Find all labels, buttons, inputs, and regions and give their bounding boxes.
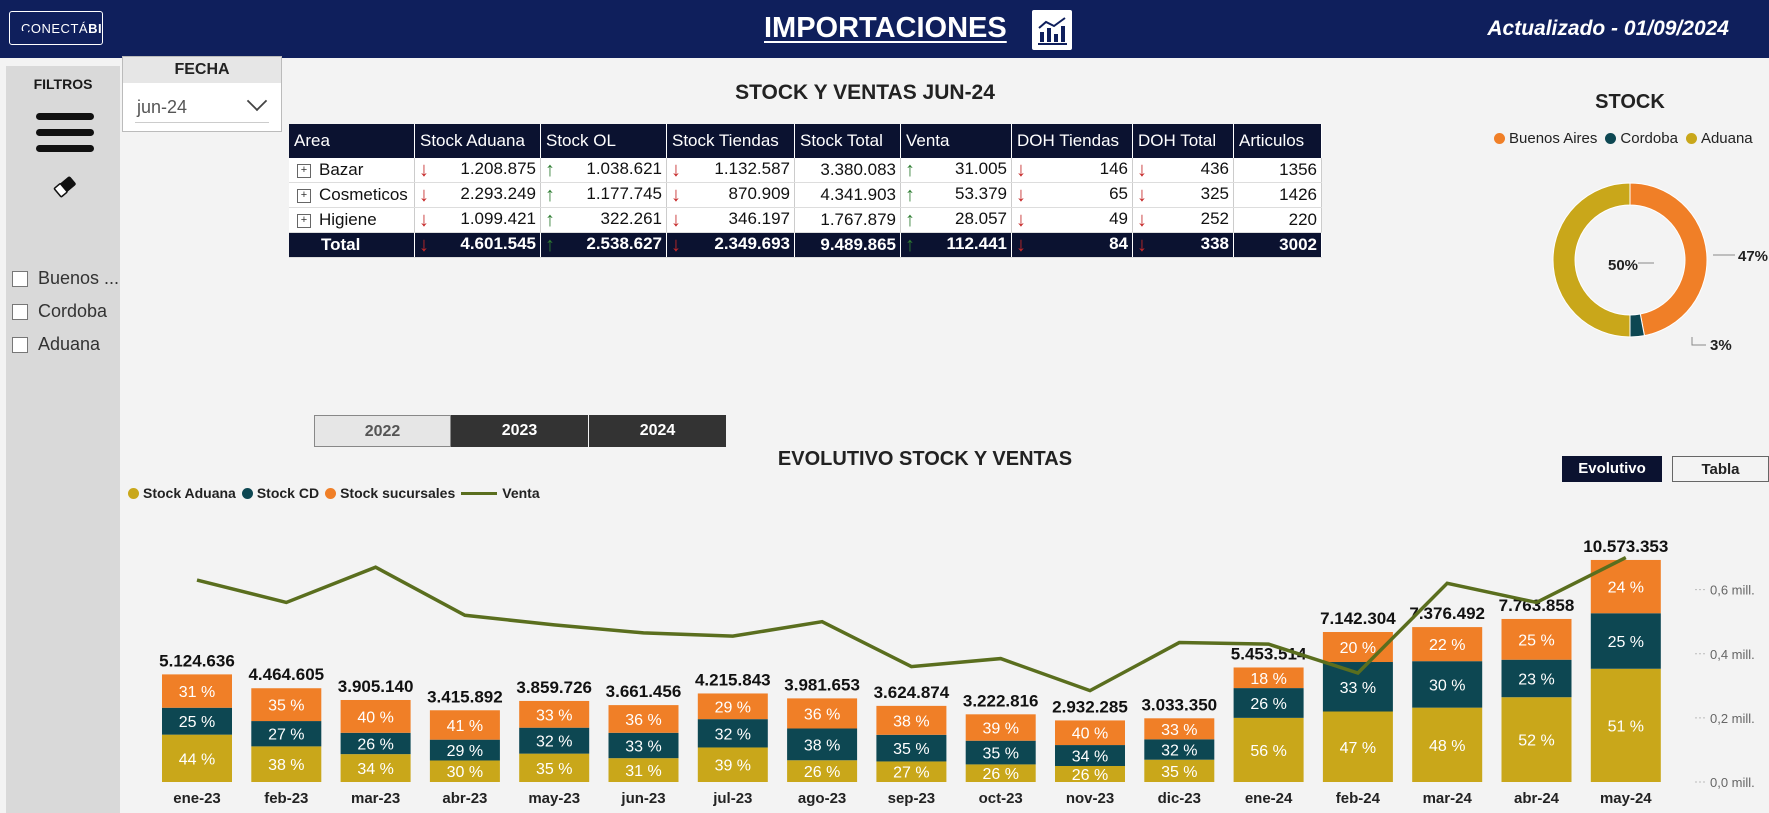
segment-label: 36 % <box>804 706 840 723</box>
segment-label: 35 % <box>982 746 1018 763</box>
segment-label: 23 % <box>1518 671 1554 688</box>
x-tick-label: nov-23 <box>1066 790 1114 807</box>
bar-total-label: 3.033.350 <box>1141 695 1217 714</box>
x-tick-label: mar-24 <box>1423 790 1473 807</box>
segment-label: 26 % <box>357 736 393 753</box>
segment-label: 39 % <box>982 721 1018 738</box>
segment-label: 34 % <box>1072 749 1108 766</box>
bar-total-label: 3.222.816 <box>963 691 1039 710</box>
segment-label: 30 % <box>1429 677 1465 694</box>
segment-label: 31 % <box>625 763 661 780</box>
segment-label: 36 % <box>625 712 661 729</box>
segment-label: 25 % <box>1518 632 1554 649</box>
segment-label: 33 % <box>625 738 661 755</box>
x-tick-label: abr-24 <box>1514 790 1560 807</box>
segment-label: 47 % <box>1340 740 1376 757</box>
segment-label: 33 % <box>536 707 572 724</box>
segment-label: 48 % <box>1429 738 1465 755</box>
y-tick-label: 0,2 mill. <box>1710 711 1755 726</box>
segment-label: 34 % <box>357 761 393 778</box>
segment-label: 51 % <box>1608 718 1644 735</box>
x-tick-label: mar-23 <box>351 790 400 807</box>
bar-total-label: 7.376.492 <box>1409 604 1485 623</box>
segment-label: 44 % <box>179 751 215 768</box>
segment-label: 40 % <box>357 709 393 726</box>
y-tick-label: 0,0 mill. <box>1710 775 1755 790</box>
segment-label: 31 % <box>179 684 215 701</box>
bar-total-label: 3.415.892 <box>427 687 503 706</box>
x-tick-label: feb-24 <box>1336 790 1381 807</box>
segment-label: 26 % <box>982 766 1018 783</box>
x-tick-label: dic-23 <box>1158 790 1201 807</box>
segment-label: 26 % <box>1072 767 1108 784</box>
segment-label: 29 % <box>447 743 483 760</box>
x-tick-label: jul-23 <box>712 790 752 807</box>
bar-total-label: 4.464.605 <box>248 665 324 684</box>
x-tick-label: jun-23 <box>620 790 665 807</box>
bar-total-label: 4.215.843 <box>695 670 771 689</box>
segment-label: 30 % <box>447 764 483 781</box>
x-tick-label: oct-23 <box>979 790 1023 807</box>
x-tick-label: may-24 <box>1600 790 1652 807</box>
segment-label: 27 % <box>268 727 304 744</box>
segment-label: 32 % <box>536 734 572 751</box>
y-tick-label: 0,6 mill. <box>1710 583 1755 598</box>
segment-label: 27 % <box>893 765 929 782</box>
segment-label: 22 % <box>1429 637 1465 654</box>
x-tick-label: may-23 <box>528 790 580 807</box>
bar-total-label: 3.981.653 <box>784 675 860 694</box>
bar-total-label: 3.859.726 <box>516 678 592 697</box>
segment-label: 40 % <box>1072 726 1108 743</box>
bar-total-label: 5.124.636 <box>159 651 235 670</box>
segment-label: 29 % <box>715 699 751 716</box>
bar-total-label: 3.661.456 <box>606 682 682 701</box>
bar-total-label: 7.763.858 <box>1499 596 1575 615</box>
x-tick-label: feb-23 <box>264 790 308 807</box>
segment-label: 26 % <box>804 764 840 781</box>
segment-label: 35 % <box>1161 764 1197 781</box>
segment-label: 25 % <box>1608 634 1644 651</box>
bar-total-label: 2.932.285 <box>1052 697 1128 716</box>
segment-label: 24 % <box>1608 580 1644 597</box>
bar-total-label: 10.573.353 <box>1583 537 1668 556</box>
segment-label: 35 % <box>536 761 572 778</box>
segment-label: 26 % <box>1250 696 1286 713</box>
segment-label: 32 % <box>715 726 751 743</box>
segment-label: 33 % <box>1340 680 1376 697</box>
segment-label: 52 % <box>1518 733 1554 750</box>
segment-label: 39 % <box>715 758 751 775</box>
x-tick-label: abr-23 <box>442 790 487 807</box>
x-tick-label: ene-24 <box>1245 790 1293 807</box>
segment-label: 33 % <box>1161 722 1197 739</box>
segment-label: 25 % <box>179 714 215 731</box>
x-tick-label: ago-23 <box>798 790 846 807</box>
segment-label: 38 % <box>268 757 304 774</box>
segment-label: 35 % <box>893 741 929 758</box>
bar-total-label: 7.142.304 <box>1320 609 1396 628</box>
y-tick-label: 0,4 mill. <box>1710 647 1755 662</box>
segment-label: 20 % <box>1340 640 1376 657</box>
bar-total-label: 3.624.874 <box>874 683 950 702</box>
segment-label: 56 % <box>1250 743 1286 760</box>
bar-total-label: 3.905.140 <box>338 677 414 696</box>
segment-label: 18 % <box>1250 671 1286 688</box>
venta-line[interactable] <box>197 558 1626 691</box>
segment-label: 38 % <box>804 737 840 754</box>
segment-label: 38 % <box>893 713 929 730</box>
segment-label: 41 % <box>447 718 483 735</box>
segment-label: 35 % <box>268 698 304 715</box>
segment-label: 32 % <box>1161 743 1197 760</box>
x-tick-label: ene-23 <box>173 790 221 807</box>
x-tick-label: sep-23 <box>888 790 936 807</box>
